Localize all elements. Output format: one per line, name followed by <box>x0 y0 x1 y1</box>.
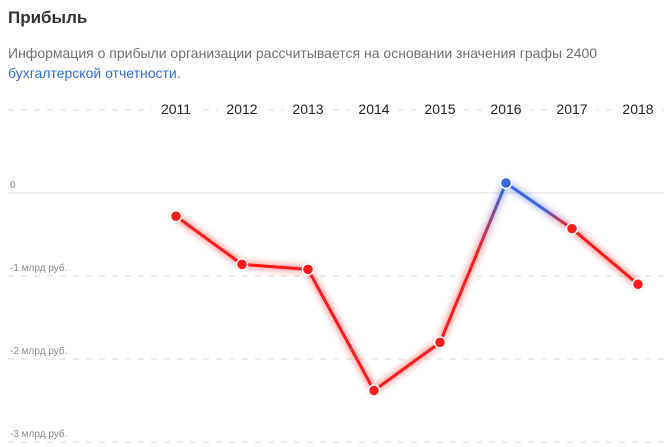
year-label-background <box>614 98 662 120</box>
x-tick-label: 2015 <box>424 101 455 117</box>
data-point[interactable] <box>631 278 645 291</box>
line-segment <box>372 340 442 393</box>
y-tick-label: 0 <box>10 180 16 191</box>
x-tick-label: 2012 <box>226 101 257 117</box>
description-suffix: . <box>176 65 181 81</box>
description: Информация о прибыли организации рассчит… <box>8 43 648 83</box>
year-label-background <box>284 98 332 120</box>
data-point[interactable] <box>367 384 381 397</box>
line-segment <box>504 181 574 231</box>
data-points <box>169 176 645 397</box>
line-segment <box>174 214 244 266</box>
accounting-report-link[interactable]: бухгалтерской отчетности <box>8 65 177 81</box>
data-point[interactable] <box>301 263 315 276</box>
x-tick-label: 2013 <box>292 101 323 117</box>
data-point[interactable] <box>499 176 513 190</box>
year-label-background <box>152 98 200 120</box>
data-point[interactable] <box>433 336 447 349</box>
data-point[interactable] <box>565 222 579 235</box>
year-label-background <box>218 98 266 120</box>
y-tick-label: -2 млрд руб. <box>10 345 67 357</box>
data-point[interactable] <box>235 258 249 271</box>
x-tick-label: 2014 <box>358 101 389 117</box>
year-label-background <box>416 98 464 120</box>
year-label-background <box>482 98 530 120</box>
x-tick-label: 2018 <box>622 101 653 117</box>
line-segment <box>438 181 508 344</box>
year-label-background <box>548 98 596 120</box>
y-tick-label: -1 млрд руб. <box>10 262 67 274</box>
line-segment <box>240 262 310 271</box>
y-tick-label: -3 млрд руб. <box>10 428 67 440</box>
year-label-background <box>350 98 398 120</box>
line-segment <box>570 227 640 286</box>
profit-line <box>174 181 640 393</box>
data-point[interactable] <box>169 209 183 223</box>
grid-lines <box>8 109 664 443</box>
x-tick-label: 2011 <box>161 101 191 117</box>
axis-labels: 0 -1 млрд руб. -2 млрд руб. -3 млрд руб. 201… <box>10 98 662 440</box>
page-title: Прибыль <box>8 8 88 27</box>
x-tick-label: 2017 <box>556 101 587 117</box>
line-segment <box>306 267 376 393</box>
description-text: Информация о прибыли организации рассчит… <box>8 45 598 61</box>
x-tick-label: 2016 <box>490 101 521 117</box>
